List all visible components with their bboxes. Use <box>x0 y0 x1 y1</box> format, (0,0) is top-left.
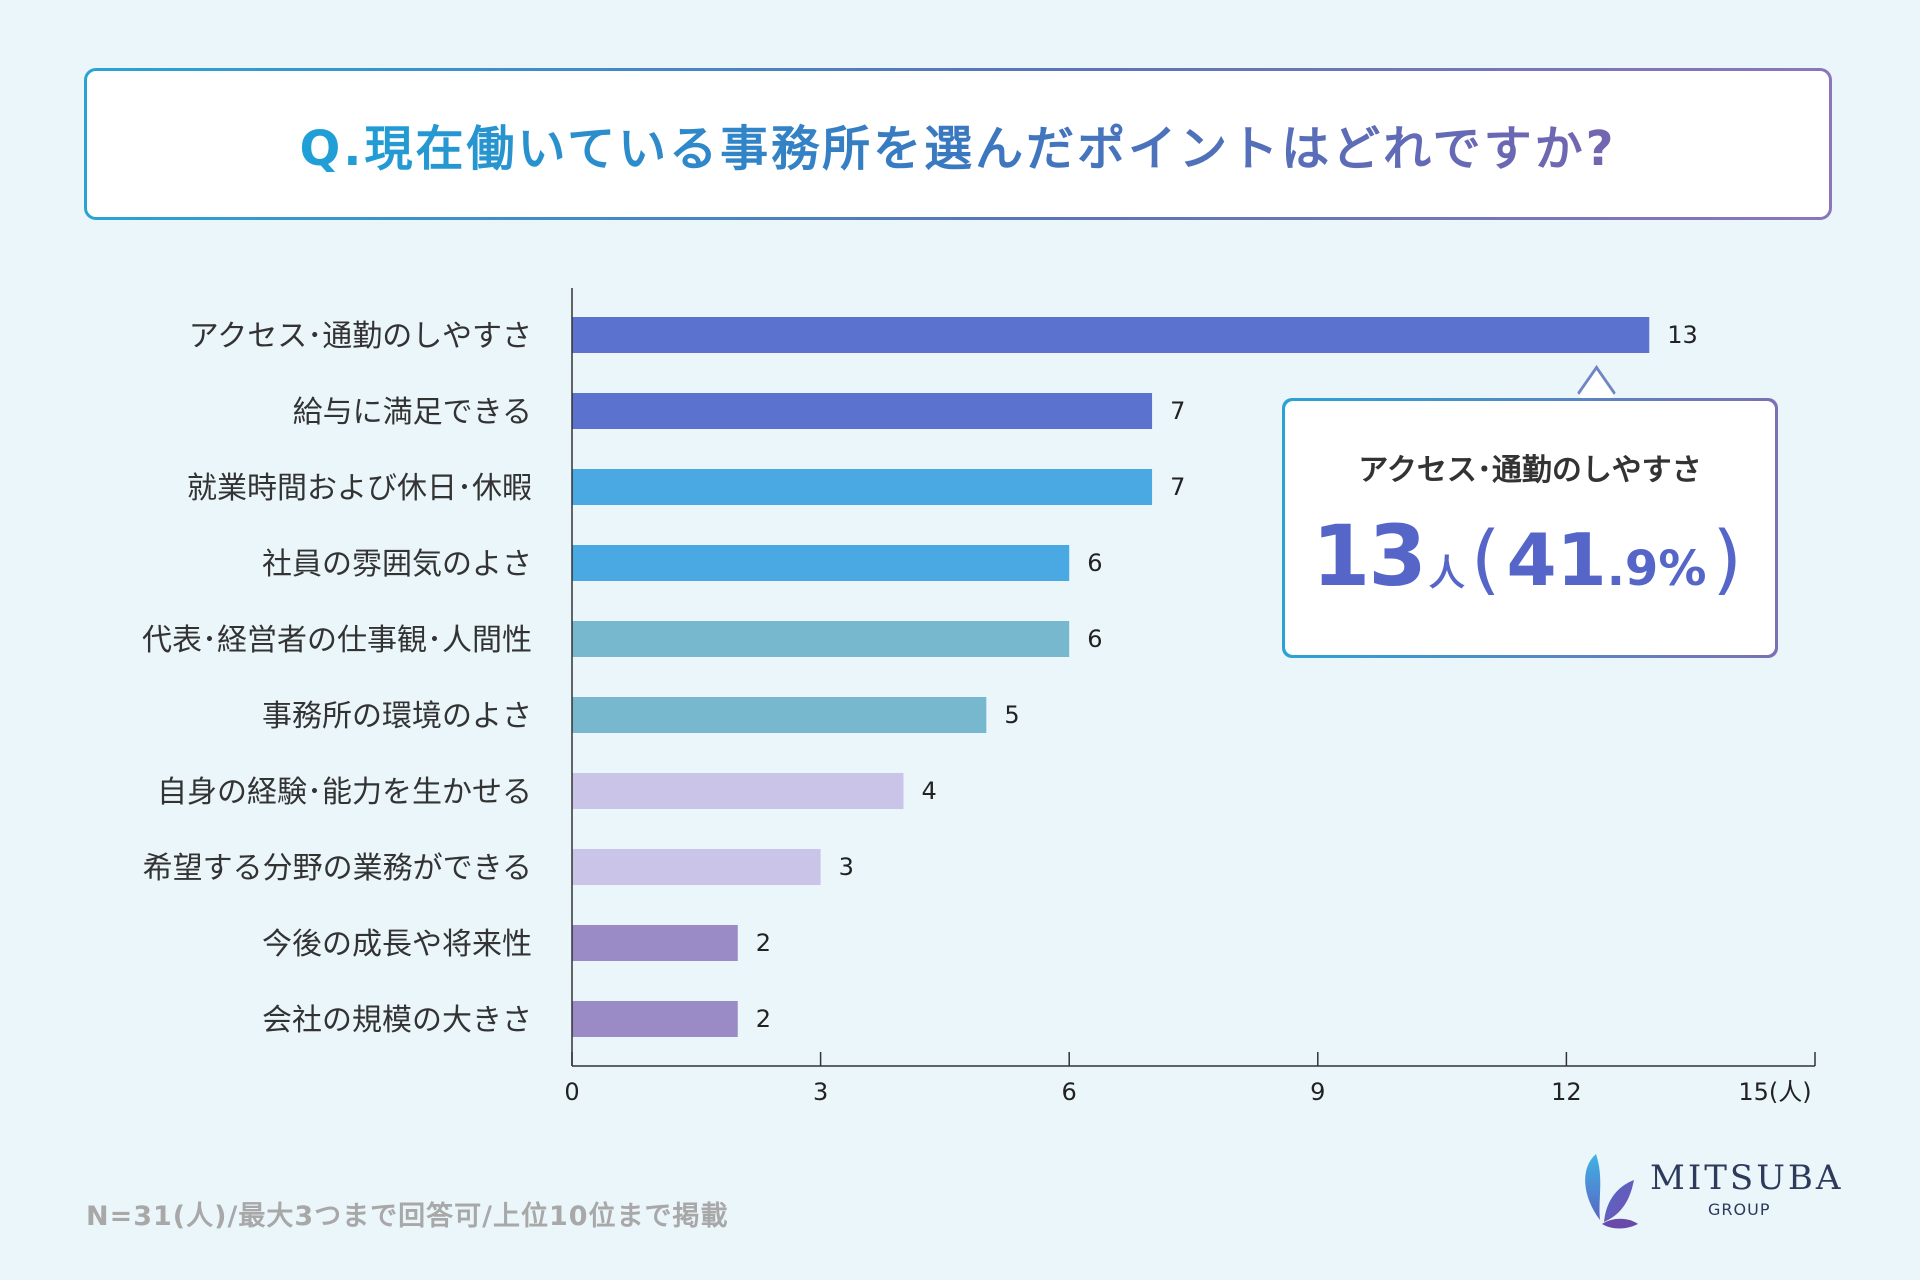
logo-sub: GROUP <box>1708 1200 1771 1219</box>
category-label: 就業時間および休日･休暇 <box>187 471 532 506</box>
bar <box>572 317 1650 353</box>
callout-unit: 人 <box>1428 553 1465 594</box>
x-tick-label: 3 <box>813 1078 828 1106</box>
x-tick-label: 9 <box>1310 1078 1325 1106</box>
bar <box>572 849 821 885</box>
callout-value: 13 人 ( 41 .9 % ) <box>1312 507 1748 605</box>
bar <box>572 773 904 809</box>
page-title: Q.現在働いている事務所を選んだポイントはどれですか? <box>299 109 1616 179</box>
callout-percent-dec: .9 <box>1606 541 1659 597</box>
value-label: 3 <box>839 853 854 881</box>
bar <box>572 469 1153 505</box>
value-label: 2 <box>756 929 771 957</box>
value-label: 6 <box>1087 625 1102 653</box>
callout-count: 13 <box>1311 507 1427 605</box>
bar <box>572 697 987 733</box>
category-label: 希望する分野の業務ができる <box>143 851 532 886</box>
category-label: 自身の経験･能力を生かせる <box>157 775 532 810</box>
title-inner: Q.現在働いている事務所を選んだポイントはどれですか? <box>87 71 1829 217</box>
title-box: Q.現在働いている事務所を選んだポイントはどれですか? <box>84 68 1832 220</box>
category-label: 給与に満足できる <box>293 395 532 430</box>
callout-percent-sign: % <box>1658 541 1707 597</box>
value-label: 7 <box>1170 397 1185 425</box>
callout-percent-int: 41 <box>1506 518 1607 602</box>
bar <box>572 545 1070 581</box>
category-label: 今後の成長や将来性 <box>262 927 532 962</box>
value-label: 5 <box>1004 701 1019 729</box>
bars-group: アクセス･通勤のしやすさ 13 給与に満足できる 7 就業時間および休日･休暇 7 社員の雰… <box>142 317 1698 1038</box>
category-label: アクセス･通勤のしやすさ <box>189 319 532 354</box>
category-label: 会社の規模の大きさ <box>262 1003 532 1038</box>
value-label: 4 <box>921 777 936 805</box>
x-tick-label: 15(人) <box>1738 1078 1811 1106</box>
value-label: 7 <box>1170 473 1185 501</box>
bar <box>572 1001 738 1037</box>
value-label: 13 <box>1667 321 1698 349</box>
footnote: N=31(人)/最大3つまで回答可/上位10位まで掲載 <box>86 1201 729 1232</box>
callout-inner: アクセス･通勤のしやすさ 13 人 ( 41 .9 % ) <box>1285 401 1775 655</box>
bar <box>572 621 1070 657</box>
category-label: 社員の雰囲気のよさ <box>262 547 532 582</box>
logo-name: MITSUBA <box>1650 1158 1844 1198</box>
value-label: 2 <box>756 1005 771 1033</box>
callout-open-paren: ( <box>1470 514 1501 603</box>
category-label: 事務所の環境のよさ <box>262 699 532 734</box>
axis-group: 0 3 6 9 12 15(人) <box>564 288 1816 1106</box>
callout-label: アクセス･通勤のしやすさ <box>1358 453 1702 488</box>
leaf-logo-icon <box>1585 1154 1638 1229</box>
value-label: 6 <box>1087 549 1102 577</box>
x-tick-label: 6 <box>1062 1078 1077 1106</box>
bar <box>572 393 1153 429</box>
callout-close-paren: ) <box>1712 514 1743 603</box>
bar <box>572 925 738 961</box>
category-label: 代表･経営者の仕事観･人間性 <box>142 623 532 658</box>
mitsuba-logo: MITSUBA GROUP <box>1578 1150 1840 1230</box>
x-tick-label: 12 <box>1551 1078 1582 1106</box>
highlight-callout: アクセス･通勤のしやすさ 13 人 ( 41 .9 % ) <box>1282 398 1778 658</box>
x-tick-label: 0 <box>564 1078 579 1106</box>
